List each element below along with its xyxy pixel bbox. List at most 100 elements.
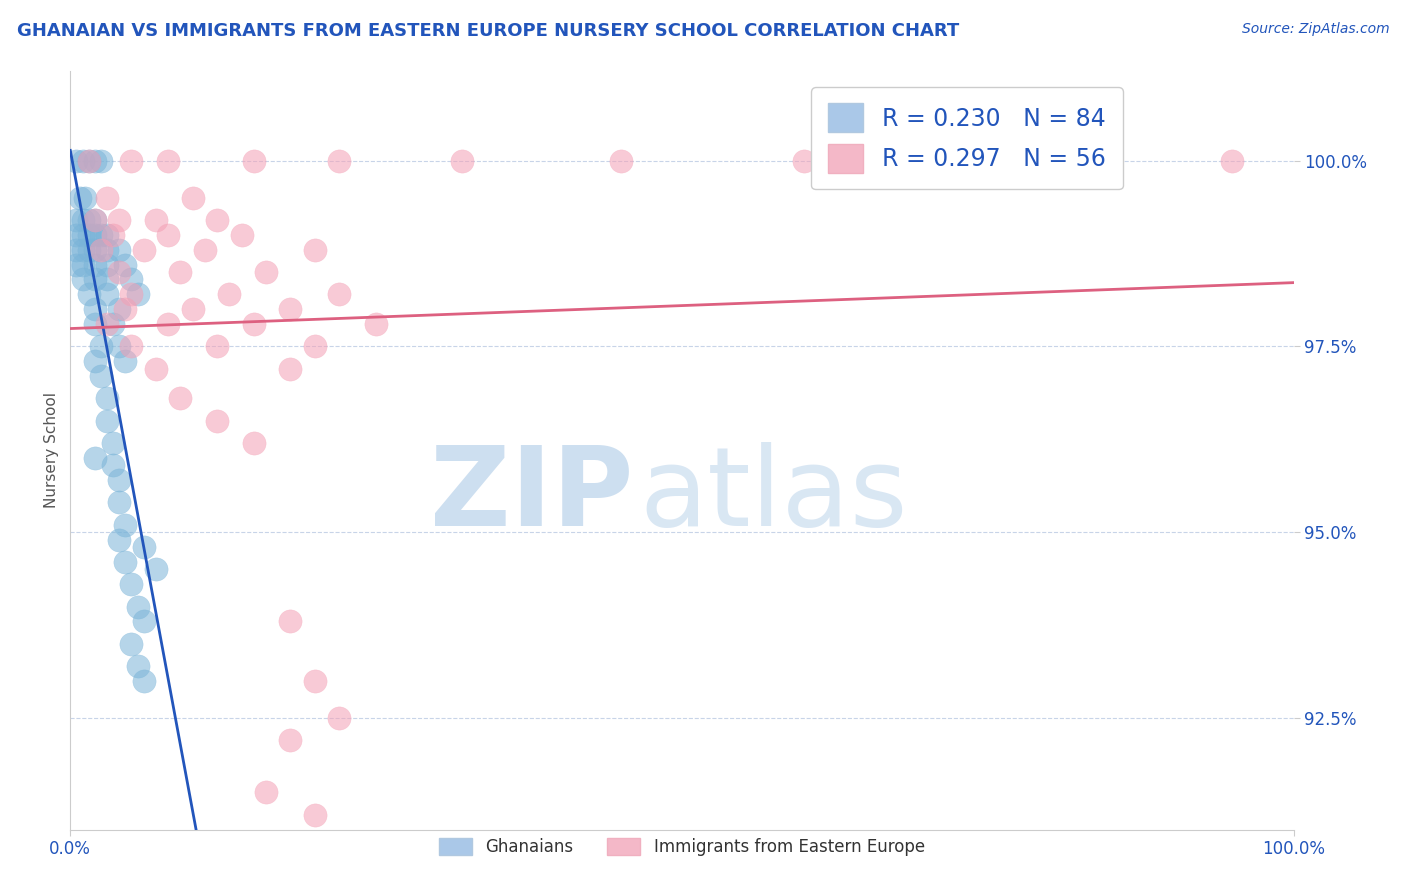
Point [90, 153, 112, 168]
Point [96, 191, 118, 205]
Point [304, 339, 326, 353]
Point [77, 153, 100, 168]
Point [65, 213, 87, 227]
Point [205, 339, 228, 353]
Point [96, 227, 118, 242]
Point [328, 153, 350, 168]
Text: ZIP: ZIP [430, 442, 633, 549]
Point [127, 287, 149, 301]
Point [114, 354, 136, 368]
Point [132, 243, 155, 257]
Point [145, 361, 167, 376]
Point [328, 287, 350, 301]
Point [121, 153, 143, 168]
Point [121, 577, 143, 591]
Point [77, 243, 100, 257]
Point [108, 339, 131, 353]
Point [328, 711, 350, 725]
Point [101, 317, 124, 331]
Point [127, 599, 149, 614]
Point [254, 785, 277, 799]
Point [101, 458, 124, 473]
Point [65, 227, 87, 242]
Point [304, 807, 326, 822]
Point [72, 258, 94, 272]
Point [90, 243, 112, 257]
Point [114, 517, 136, 532]
Point [280, 302, 302, 317]
Point [83, 227, 105, 242]
Point [366, 317, 388, 331]
Point [96, 392, 118, 406]
Point [96, 243, 118, 257]
Point [108, 302, 131, 317]
Point [65, 258, 87, 272]
Point [72, 272, 94, 286]
Point [280, 733, 302, 747]
Point [132, 673, 155, 688]
Text: GHANAIAN VS IMMIGRANTS FROM EASTERN EUROPE NURSERY SCHOOL CORRELATION CHART: GHANAIAN VS IMMIGRANTS FROM EASTERN EURO… [17, 22, 959, 40]
Point [121, 637, 143, 651]
Point [96, 258, 118, 272]
Point [77, 227, 100, 242]
Point [108, 495, 131, 509]
Point [280, 615, 302, 629]
Point [231, 227, 253, 242]
Point [83, 243, 105, 257]
Point [108, 265, 131, 279]
Point [169, 392, 191, 406]
Point [83, 213, 105, 227]
Point [205, 414, 228, 428]
Point [169, 265, 191, 279]
Text: atlas: atlas [640, 442, 908, 549]
Point [72, 153, 94, 168]
Point [96, 317, 118, 331]
Point [72, 227, 94, 242]
Point [73, 191, 96, 205]
Point [132, 615, 155, 629]
Point [793, 153, 815, 168]
Point [108, 213, 131, 227]
Point [181, 302, 204, 317]
Point [1220, 153, 1243, 168]
Point [108, 473, 131, 487]
Point [65, 153, 87, 168]
Point [194, 243, 217, 257]
Point [90, 227, 112, 242]
Point [157, 317, 180, 331]
Point [218, 287, 240, 301]
Point [83, 354, 105, 368]
Point [83, 450, 105, 465]
Point [205, 213, 228, 227]
Point [114, 258, 136, 272]
Point [114, 302, 136, 317]
Point [108, 533, 131, 547]
Point [304, 243, 326, 257]
Point [157, 153, 180, 168]
Point [304, 673, 326, 688]
Point [254, 265, 277, 279]
Point [90, 339, 112, 353]
Point [114, 555, 136, 569]
Text: Source: ZipAtlas.com: Source: ZipAtlas.com [1241, 22, 1389, 37]
Point [127, 659, 149, 673]
Point [101, 227, 124, 242]
Point [610, 153, 633, 168]
Point [83, 258, 105, 272]
Y-axis label: Nursery School: Nursery School [44, 392, 59, 508]
Point [96, 287, 118, 301]
Point [96, 414, 118, 428]
Point [83, 272, 105, 286]
Point [243, 153, 266, 168]
Point [90, 369, 112, 384]
Point [77, 153, 100, 168]
Point [157, 227, 180, 242]
Point [65, 243, 87, 257]
Point [83, 213, 105, 227]
Point [121, 339, 143, 353]
Point [83, 153, 105, 168]
Point [121, 272, 143, 286]
Point [121, 287, 143, 301]
Point [145, 562, 167, 576]
Point [69, 191, 91, 205]
